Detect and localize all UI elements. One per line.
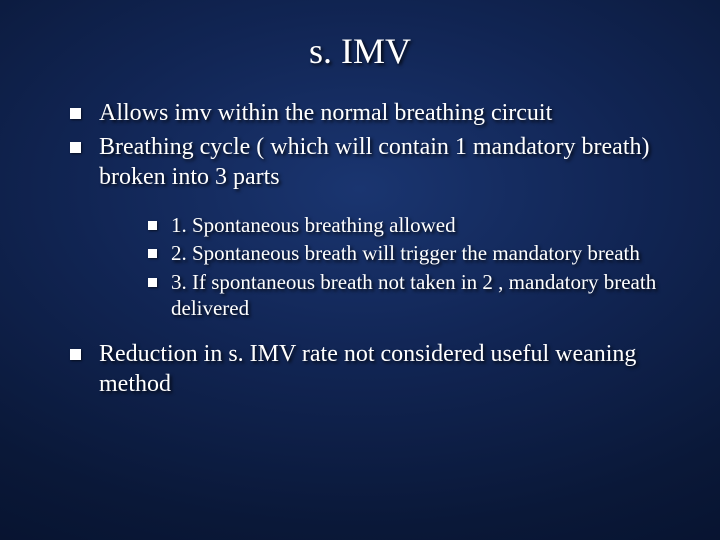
bullet-2-text: Breathing cycle ( which will contain 1 m… [99,132,660,192]
bullet-2b: 2. Spontaneous breath will trigger the m… [148,240,660,266]
square-bullet-icon [148,249,157,258]
spacer [60,196,660,212]
bullet-3: Reduction in s. IMV rate not considered … [70,339,660,399]
bullet-2: Breathing cycle ( which will contain 1 m… [70,132,660,192]
bullet-2a-text: 1. Spontaneous breathing allowed [171,212,660,238]
square-bullet-icon [70,349,81,360]
bullet-2a: 1. Spontaneous breathing allowed [148,212,660,238]
bullet-2b-text: 2. Spontaneous breath will trigger the m… [171,240,660,266]
slide: s. IMV Allows imv within the normal brea… [0,0,720,540]
bullet-1: Allows imv within the normal breathing c… [70,98,660,128]
bullet-3-text: Reduction in s. IMV rate not considered … [99,339,660,399]
square-bullet-icon [70,142,81,153]
bullet-2c-text: 3. If spontaneous breath not taken in 2 … [171,269,660,322]
slide-title: s. IMV [60,30,660,72]
bullet-1-text: Allows imv within the normal breathing c… [99,98,660,128]
spacer [60,323,660,339]
square-bullet-icon [148,221,157,230]
square-bullet-icon [70,108,81,119]
square-bullet-icon [148,278,157,287]
bullet-2c: 3. If spontaneous breath not taken in 2 … [148,269,660,322]
